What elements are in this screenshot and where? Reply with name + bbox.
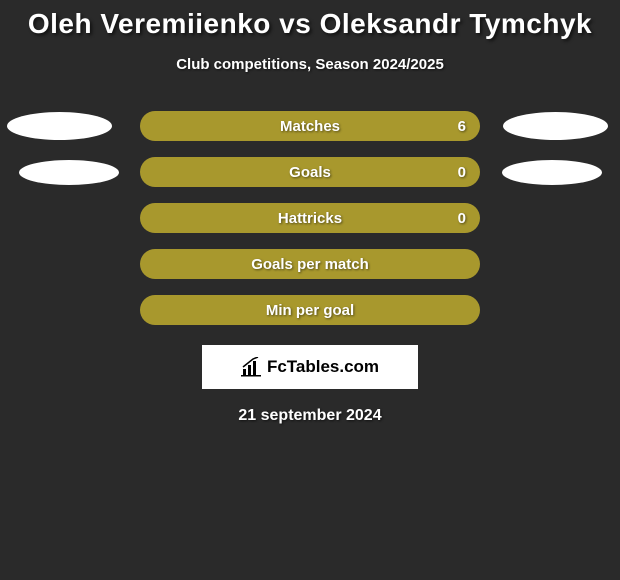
stat-label: Hattricks — [278, 210, 342, 227]
stat-bar: Min per goal — [140, 295, 480, 325]
comparison-card: Oleh Veremiienko vs Oleksandr Tymchyk Cl… — [0, 0, 620, 425]
stat-label: Min per goal — [266, 302, 354, 319]
stat-row: Matches 6 — [0, 111, 620, 141]
player-right-marker — [502, 160, 602, 185]
page-subtitle: Club competitions, Season 2024/2025 — [176, 56, 444, 73]
stat-label: Goals — [289, 164, 331, 181]
chart-bars-icon — [241, 357, 263, 377]
stat-value: 0 — [458, 210, 466, 227]
footer-date: 21 september 2024 — [238, 407, 381, 425]
stat-bar: Matches 6 — [140, 111, 480, 141]
stat-bar: Goals 0 — [140, 157, 480, 187]
stat-rows: Matches 6 Goals 0 Hattricks 0 Goals per match M… — [0, 111, 620, 325]
stat-row: Hattricks 0 — [0, 203, 620, 233]
stat-label: Matches — [280, 118, 340, 135]
stat-bar: Hattricks 0 — [140, 203, 480, 233]
player-right-marker — [503, 112, 608, 140]
stat-value: 0 — [458, 164, 466, 181]
player-left-marker — [19, 160, 119, 185]
stat-row: Min per goal — [0, 295, 620, 325]
stat-row: Goals per match — [0, 249, 620, 279]
stat-label: Goals per match — [251, 256, 369, 273]
player-left-marker — [7, 112, 112, 140]
stat-row: Goals 0 — [0, 157, 620, 187]
brand-logo-box: FcTables.com — [202, 345, 418, 389]
page-title: Oleh Veremiienko vs Oleksandr Tymchyk — [28, 8, 592, 40]
brand-text: FcTables.com — [267, 357, 379, 377]
stat-value: 6 — [458, 118, 466, 135]
brand-logo: FcTables.com — [241, 357, 379, 377]
stat-bar: Goals per match — [140, 249, 480, 279]
